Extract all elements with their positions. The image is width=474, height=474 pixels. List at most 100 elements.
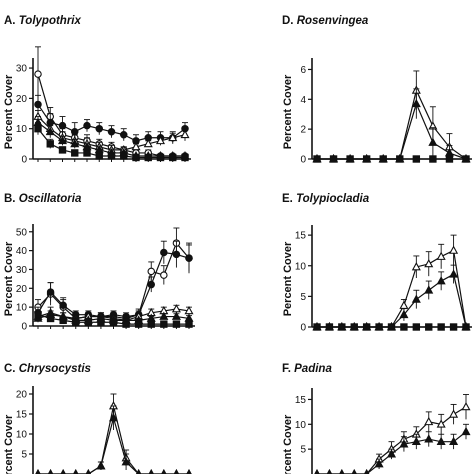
panel-title: E. Tolypiocladia [282, 193, 370, 205]
data-point [338, 323, 346, 331]
y-tick-label: 40 [16, 246, 28, 257]
data-point [147, 267, 156, 276]
y-axis-label: Percent Cover [282, 74, 294, 149]
data-point [34, 310, 42, 319]
data-point [424, 434, 434, 443]
data-point [95, 152, 103, 160]
y-axis-label: Percent Cover [3, 241, 15, 316]
panel-title-name: Oscillatoria [19, 193, 82, 205]
series-line [317, 102, 467, 160]
panel-letter: B. [4, 193, 19, 205]
series-line [317, 249, 467, 328]
data-point [379, 155, 387, 163]
data-point [84, 318, 93, 326]
data-series [313, 155, 470, 163]
data-point [424, 285, 434, 294]
data-point [412, 323, 421, 331]
data-point [449, 323, 458, 331]
data-point [374, 459, 384, 468]
data-point [436, 436, 446, 446]
panel-letter: D. [282, 15, 297, 27]
data-point [72, 318, 80, 326]
chart-panel: E. Tolypiocladia Percent Cover 0 5 10 15 [282, 193, 472, 334]
panel-title-name: Tolypothrix [19, 15, 82, 27]
data-point [143, 138, 153, 148]
data-point [429, 155, 437, 163]
data-point [412, 155, 421, 163]
y-tick-label: 0 [21, 322, 27, 333]
data-series [34, 310, 193, 328]
data-point [131, 141, 141, 151]
data-point [160, 320, 168, 328]
data-series [313, 323, 470, 331]
data-point [108, 413, 119, 422]
panel-letter: E. [282, 193, 296, 205]
data-point [399, 300, 409, 309]
data-point [437, 323, 445, 331]
data-point [462, 323, 470, 331]
data-series [312, 264, 471, 331]
series-line [317, 406, 467, 474]
data-point [172, 320, 181, 328]
data-point [34, 124, 42, 133]
data-point [325, 323, 334, 331]
data-point [313, 323, 321, 331]
y-tick-label: 20 [16, 94, 28, 105]
data-point [462, 155, 470, 163]
panel-title-name: Chrysocystis [19, 363, 91, 375]
data-point [461, 426, 471, 436]
y-tick-label: 20 [16, 284, 28, 295]
y-axis-label: Percent Cover [3, 414, 15, 474]
data-point [120, 152, 128, 160]
data-point [386, 449, 397, 458]
panel-letter: C. [4, 363, 19, 375]
data-point [46, 314, 55, 323]
data-point [399, 439, 409, 448]
data-point [411, 436, 421, 446]
data-point [449, 245, 459, 254]
data-point [156, 153, 165, 162]
data-point [34, 100, 42, 109]
y-tick-label: 5 [300, 292, 306, 303]
data-series [314, 423, 471, 474]
data-series [35, 405, 192, 474]
data-point [120, 131, 128, 139]
data-point [399, 309, 409, 319]
data-point [107, 127, 116, 136]
chart-panel: D. Rosenvingea Percent Cover 0 2 4 6 [282, 15, 472, 166]
panel-title: A. Tolypothrix [4, 15, 81, 27]
y-tick-label: 10 [16, 430, 28, 441]
data-point [58, 146, 67, 154]
y-tick-label: 30 [16, 265, 28, 276]
data-point [34, 70, 42, 78]
chart-panel: F. Padina Percent Cover 5 10 15 [282, 363, 471, 474]
data-point [109, 318, 118, 326]
data-point [83, 121, 91, 130]
data-series [312, 70, 471, 163]
data-point [329, 155, 338, 163]
data-point [59, 301, 67, 310]
data-point [147, 280, 156, 289]
data-point [449, 436, 459, 446]
data-point [424, 258, 434, 268]
data-point [171, 311, 181, 320]
data-point [400, 323, 408, 331]
data-point [180, 129, 190, 139]
data-point [461, 401, 471, 411]
data-point [185, 320, 193, 328]
data-point [362, 323, 371, 331]
data-point [132, 153, 140, 162]
data-point [134, 320, 143, 328]
data-point [147, 320, 155, 328]
panel-title: D. Rosenvingea [282, 15, 369, 27]
data-series [314, 394, 471, 474]
data-point [96, 461, 106, 470]
data-point [411, 98, 421, 108]
data-point [313, 155, 321, 163]
data-point [107, 152, 116, 160]
data-point [70, 138, 80, 148]
data-point [172, 250, 181, 259]
data-point [449, 409, 459, 418]
data-point [375, 323, 383, 331]
